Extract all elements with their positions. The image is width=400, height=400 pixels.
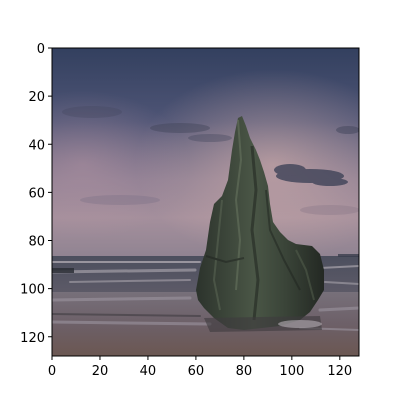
- horizon-glow-left: [52, 48, 359, 260]
- y-tick-label: 40: [28, 138, 45, 153]
- clouds: [62, 106, 359, 215]
- sea-stack-photo: [52, 48, 359, 356]
- y-axis: 0 20 40 60 80 100 120: [20, 42, 52, 346]
- y-tick-label: 60: [28, 186, 45, 201]
- x-tick-label: 20: [92, 364, 109, 379]
- x-tick-label: 60: [188, 364, 205, 379]
- y-tick-label: 0: [37, 42, 45, 57]
- x-tick-label: 40: [140, 364, 157, 379]
- rock-foam: [278, 320, 322, 328]
- x-tick-label: 100: [279, 364, 304, 379]
- wet-sand-reflections: [52, 296, 359, 331]
- y-tick-label: 120: [20, 331, 45, 346]
- x-axis: 0 20 40 60 80 100 120: [48, 356, 352, 379]
- x-tick-label: 80: [236, 364, 253, 379]
- x-tick-label: 120: [327, 364, 352, 379]
- distant-headland: [338, 254, 359, 257]
- y-tick-label: 80: [28, 235, 45, 250]
- rock-reflection: [204, 316, 322, 332]
- y-tick-label: 100: [20, 283, 45, 298]
- surf-foam: [52, 261, 359, 285]
- axes-frame: [51, 47, 360, 357]
- rock-texture: [205, 119, 315, 321]
- distant-rock: [52, 268, 74, 273]
- x-tick-label: 0: [48, 364, 56, 379]
- y-tick-label: 20: [28, 90, 45, 105]
